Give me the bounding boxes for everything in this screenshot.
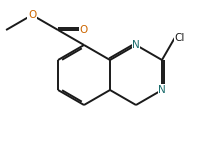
Text: N: N: [132, 40, 140, 50]
Text: Cl: Cl: [175, 33, 185, 43]
Text: O: O: [28, 10, 36, 20]
Text: O: O: [79, 25, 88, 35]
Text: N: N: [158, 85, 166, 95]
